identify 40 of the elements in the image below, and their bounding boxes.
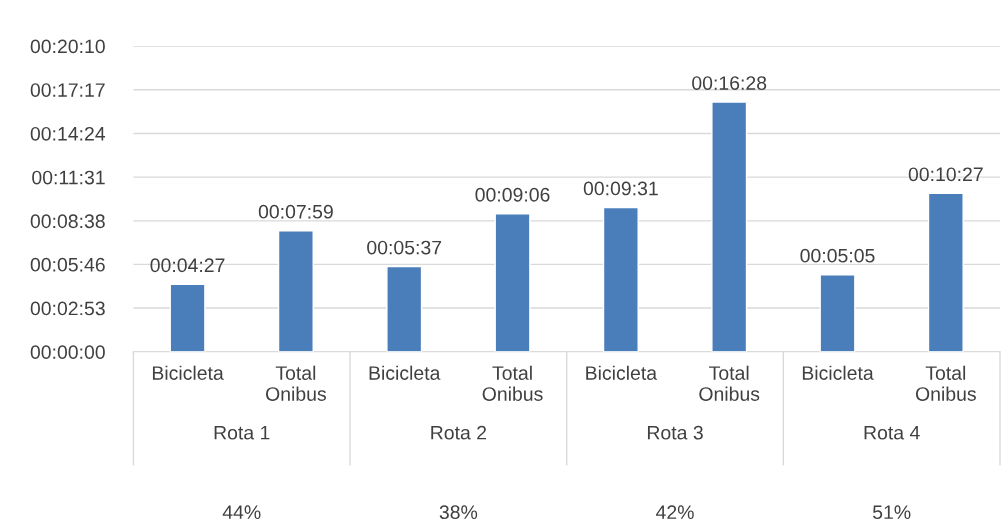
bar <box>169 283 206 352</box>
y-tick-label: 00:14:24 <box>30 126 106 141</box>
data-label: 00:16:28 <box>692 76 767 90</box>
x-tick-label: Bicicleta <box>802 365 874 380</box>
x-tick-label: Bicicleta <box>152 365 224 380</box>
data-label: 00:10:27 <box>908 167 983 182</box>
text: 42% <box>656 505 694 519</box>
text: Rota 4 <box>864 425 920 440</box>
y-tick-label: 00:11:31 <box>32 170 105 185</box>
bar <box>711 101 748 352</box>
x-tick-label: Total Onibus <box>699 365 760 401</box>
bar <box>494 213 531 352</box>
text: Rota 2 <box>431 425 487 440</box>
text: 38% <box>439 505 478 520</box>
bar <box>277 230 314 352</box>
data-label: 00:09:06 <box>475 187 550 202</box>
data-label: 00:05:37 <box>367 240 442 255</box>
data-label: 00:04:27 <box>150 258 225 273</box>
bar <box>819 274 856 352</box>
bar <box>927 192 964 352</box>
x-tick-label: Total Onibus <box>482 365 543 401</box>
data-label: 00:09:31 <box>583 181 658 196</box>
text: 44% <box>222 505 261 519</box>
x-tick-label: Bicicleta <box>586 365 658 380</box>
x-tick-label: Total Onibus <box>266 365 326 401</box>
data-label: 00:07:59 <box>258 204 333 219</box>
data-label: 00:05:05 <box>800 248 875 263</box>
text: 51% <box>872 505 911 520</box>
y-tick-label: 00:02:53 <box>30 301 105 316</box>
y-tick-label: 00:08:38 <box>30 214 105 229</box>
y-tick-label: 00:17:17 <box>30 83 105 97</box>
text: Rota 1 <box>214 425 270 440</box>
bar <box>386 265 423 352</box>
text: Rota 3 <box>647 425 703 440</box>
y-tick-label: 00:00:00 <box>30 345 105 360</box>
x-tick-label: Bicicleta <box>369 365 441 380</box>
y-tick-label: 00:05:46 <box>30 257 105 272</box>
y-tick-label: 00:20:10 <box>30 39 105 54</box>
bar <box>602 206 639 352</box>
x-tick-label: Total Onibus <box>915 365 976 401</box>
